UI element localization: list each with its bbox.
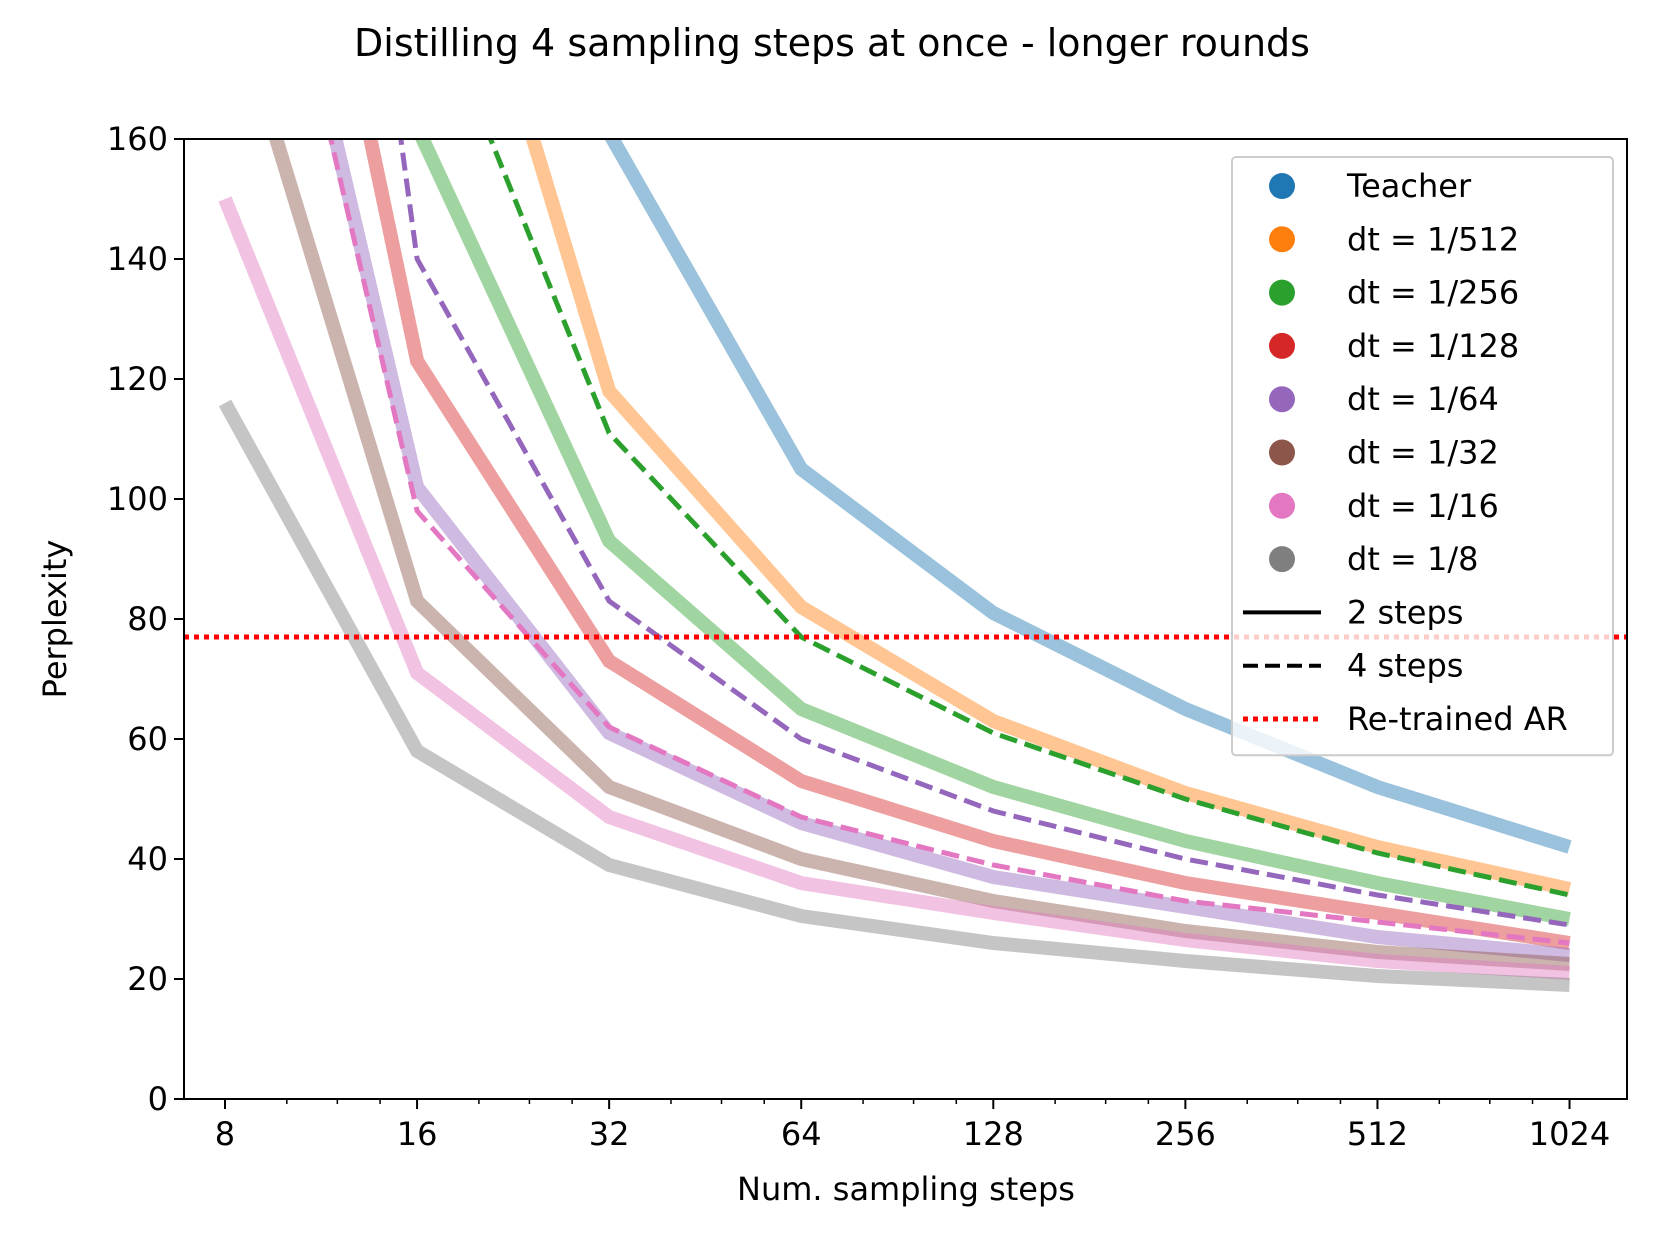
legend-marker-dt-1-64 — [1269, 386, 1295, 412]
legend-label: dt = 1/32 — [1347, 434, 1499, 472]
legend-marker-dt-1-256 — [1269, 280, 1295, 306]
y-axis-label: Perplexity — [36, 540, 74, 699]
legend-label: dt = 1/8 — [1347, 540, 1479, 578]
x-tick-label: 8 — [215, 1115, 235, 1153]
legend-marker-dt-1-128 — [1269, 333, 1295, 359]
legend: Teacher dt = 1/512 dt = 1/256 dt = 1/128 dt … — [1232, 157, 1613, 755]
legend-marker-dt-1-8 — [1269, 546, 1295, 572]
legend-label: dt = 1/16 — [1347, 487, 1499, 525]
legend-label: Re-trained AR — [1347, 700, 1568, 738]
x-tick-label: 128 — [963, 1115, 1024, 1153]
legend-marker-teacher — [1269, 173, 1295, 199]
x-tick-label: 16 — [397, 1115, 438, 1153]
legend-label: dt = 1/64 — [1347, 380, 1499, 418]
legend-label: dt = 1/256 — [1347, 274, 1519, 312]
y-tick-label: 60 — [127, 720, 168, 758]
y-tick-label: 20 — [127, 960, 168, 998]
legend-marker-dt-1-32 — [1269, 440, 1295, 466]
legend-marker-dt-1-16 — [1269, 493, 1295, 519]
y-tick-label: 100 — [107, 480, 168, 518]
y-tick-label: 40 — [127, 840, 168, 878]
x-axis-label: Num. sampling steps — [737, 1170, 1075, 1208]
legend-label: 4 steps — [1347, 647, 1463, 685]
chart: Distilling 4 sampling steps at once - lo… — [0, 0, 1660, 1245]
chart-title: Distilling 4 sampling steps at once - lo… — [354, 21, 1310, 65]
legend-marker-dt-1-512 — [1269, 226, 1295, 252]
x-tick-label: 256 — [1155, 1115, 1216, 1153]
legend-label: dt = 1/512 — [1347, 220, 1519, 258]
legend-label: dt = 1/128 — [1347, 327, 1519, 365]
y-tick-label: 160 — [107, 120, 168, 158]
y-tick-label: 0 — [148, 1080, 168, 1118]
x-tick-label: 64 — [781, 1115, 822, 1153]
legend-label: Teacher — [1346, 167, 1472, 205]
y-tick-label: 80 — [127, 600, 168, 638]
y-tick-label: 140 — [107, 240, 168, 278]
legend-label: 2 steps — [1347, 593, 1463, 631]
x-tick-label: 1024 — [1529, 1115, 1610, 1153]
x-tick-label: 512 — [1347, 1115, 1408, 1153]
y-tick-label: 120 — [107, 360, 168, 398]
x-tick-label: 32 — [589, 1115, 630, 1153]
